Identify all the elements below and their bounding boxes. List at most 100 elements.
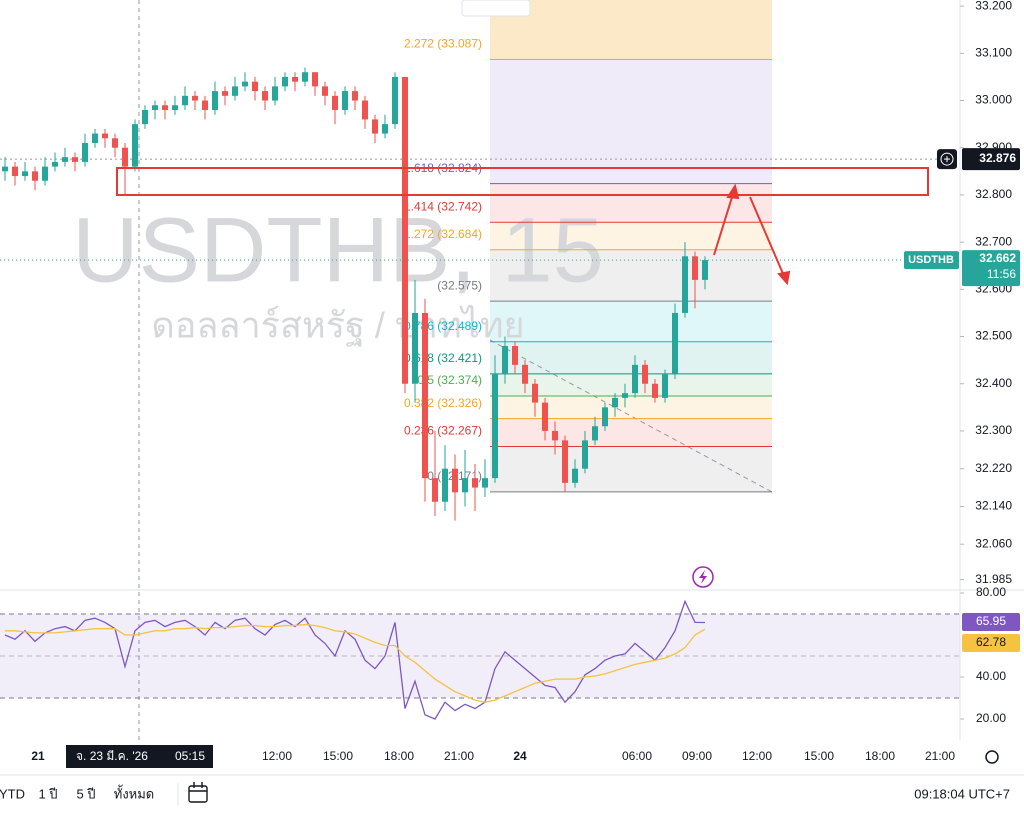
main-pane: 2.272 (33.087)1.618 (32.824)1.414 (32.74… [0, 37, 960, 521]
crosshair-date: จ. 23 มี.ค. '26 [76, 749, 148, 763]
zone-box[interactable] [116, 167, 929, 196]
rsi-pane: 80.00 40.00 20.00 65.95 62.78 [0, 585, 1020, 725]
candle-body [342, 91, 348, 110]
rsi-tick-label: 40.00 [976, 669, 1006, 683]
range-button[interactable]: ทั้งหมด [114, 784, 155, 801]
candle-body [82, 143, 88, 162]
fib-zone [490, 222, 772, 250]
candle-body [382, 124, 388, 134]
candle-body [702, 260, 708, 280]
add-alert-icon [940, 152, 954, 166]
candle-body [692, 256, 698, 280]
range-button[interactable]: 1 ปี [38, 786, 57, 801]
candle-body [52, 161, 58, 167]
watermark-subtitle: ดอลลาร์สหรัฐ / บาทไทย [151, 305, 524, 348]
arrow-head [777, 270, 791, 286]
fib-zone [490, 373, 772, 397]
candle-body [472, 478, 478, 488]
calendar-body [188, 785, 208, 803]
rsi-value-box [962, 613, 1020, 631]
candle-body [642, 364, 648, 384]
candle-body [132, 124, 138, 167]
candle-body [512, 345, 518, 365]
candle-body [72, 157, 78, 162]
candle-body [282, 76, 288, 87]
candle-body [602, 407, 608, 427]
crosshair-time: 05:15 [175, 749, 205, 763]
candle-body [502, 345, 508, 375]
axes: 33.20033.10033.00032.90032.80032.70032.6… [31, 0, 1020, 763]
price-tick-label: 33.100 [975, 46, 1012, 60]
calendar-icon[interactable] [188, 782, 208, 803]
candle-body [412, 312, 418, 384]
candle-body [402, 76, 408, 384]
time-label: 15:00 [323, 749, 353, 763]
fib-zone [490, 341, 772, 374]
watermark: USDTHB, 15 [72, 199, 604, 301]
candle-body [42, 166, 48, 181]
crosshair-label [66, 745, 213, 768]
price-tick-label: 32.400 [975, 376, 1012, 390]
candle-body [102, 133, 108, 139]
candle-body [432, 478, 438, 502]
rsi-ma-line [5, 623, 706, 703]
fib-background [490, 0, 772, 492]
candle-body [202, 100, 208, 110]
rsi-value-label: 62.78 [976, 635, 1006, 649]
fib-zone [490, 446, 772, 492]
candle-body [452, 468, 458, 493]
candle-body [122, 147, 128, 167]
fib-zone [490, 418, 772, 447]
fib-label: 1.414 (32.742) [404, 199, 482, 213]
candle-body [192, 95, 198, 101]
candle-body [352, 91, 358, 101]
candle-body [252, 81, 258, 92]
candle-body [622, 393, 628, 398]
candle-body [212, 91, 218, 110]
time-label: 21:00 [444, 749, 474, 763]
price-tick-label: 31.985 [975, 572, 1012, 586]
range-button[interactable]: YTD [0, 786, 25, 801]
price-tick-label: 32.140 [975, 499, 1012, 513]
time-label: 09:00 [682, 749, 712, 763]
candle-body [532, 383, 538, 403]
rsi-line [4, 599, 706, 720]
time-label: 18:00 [865, 749, 895, 763]
candle-body [612, 397, 618, 408]
settings-icon[interactable] [985, 750, 999, 764]
candle-body [632, 364, 638, 394]
candle-body [522, 364, 528, 384]
price-box [962, 250, 1020, 287]
candle-body [262, 91, 268, 101]
candle-body [152, 105, 158, 110]
time-label: 18:00 [384, 749, 414, 763]
price-tick-label: 32.500 [975, 329, 1012, 343]
price-tick-label: 32.700 [975, 234, 1012, 248]
candle-body [32, 171, 38, 181]
candle-body [62, 157, 68, 162]
fib-label: 0.382 (32.326) [404, 396, 482, 410]
candle-body [222, 91, 228, 96]
candle-body [572, 468, 578, 483]
price-tick-label: 32.220 [975, 461, 1012, 475]
candle-body [322, 86, 328, 96]
candle-body [22, 171, 28, 177]
countdown: 11:56 [987, 267, 1016, 281]
fib-label: 0.236 (32.267) [404, 424, 482, 438]
candle-body [682, 256, 688, 313]
fib-zone [490, 183, 772, 223]
range-button[interactable]: 5 ปี [76, 786, 95, 801]
candle-body [552, 430, 558, 441]
candle-body [392, 76, 398, 125]
fib-zone [490, 0, 772, 60]
top-toolbar[interactable] [461, 0, 531, 17]
time-label: 21:00 [925, 749, 955, 763]
candle-body [652, 383, 658, 398]
rsi-tick-label: 20.00 [976, 711, 1006, 725]
time-label: 21 [31, 749, 45, 763]
candle-body [162, 105, 168, 110]
candle-body [372, 119, 378, 134]
candle-body [562, 440, 568, 483]
candle-body [142, 109, 148, 125]
